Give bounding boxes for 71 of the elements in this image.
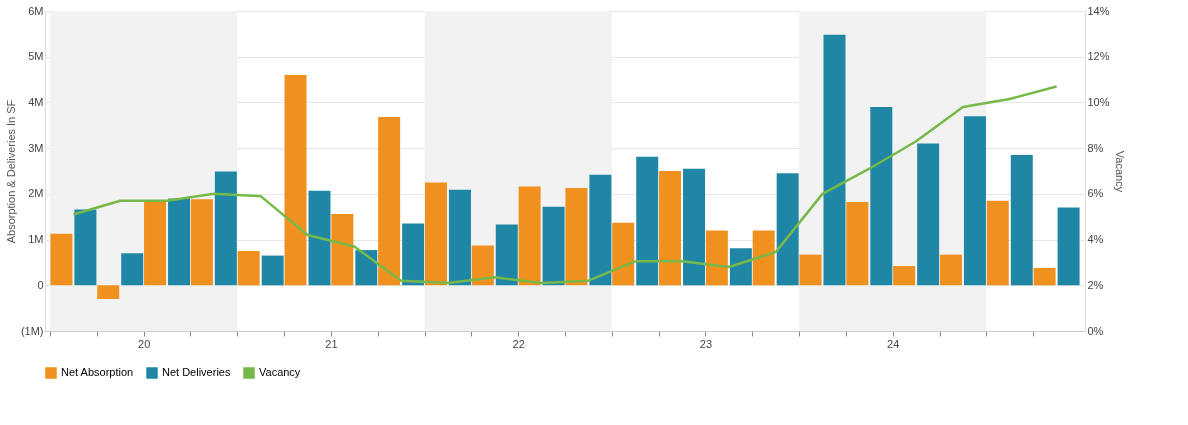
bar xyxy=(636,156,659,286)
bar xyxy=(261,255,284,286)
bar xyxy=(683,168,706,286)
bar xyxy=(823,34,846,286)
x-tick-label: 23 xyxy=(699,337,713,350)
bar xyxy=(752,230,775,286)
bar xyxy=(50,233,73,286)
bar xyxy=(1033,267,1056,286)
y-tick-label: 2M xyxy=(28,187,44,200)
bar xyxy=(190,199,213,286)
bar xyxy=(659,171,682,286)
y2-tick-label: 8% xyxy=(1087,141,1104,154)
bar xyxy=(1010,155,1033,286)
bar xyxy=(963,116,986,286)
bar xyxy=(612,222,635,286)
y2-axis-title: Vacancy xyxy=(1113,150,1126,193)
bar xyxy=(893,266,916,286)
bar xyxy=(705,230,728,286)
y2-tick-label: 2% xyxy=(1087,278,1104,291)
bar xyxy=(402,223,425,286)
bar xyxy=(97,285,120,299)
bar xyxy=(424,182,447,286)
bar xyxy=(448,189,471,286)
y2-tick-label: 12% xyxy=(1087,50,1110,63)
bar xyxy=(939,254,962,286)
bar xyxy=(74,209,97,286)
y-tick-label: 1M xyxy=(28,233,44,246)
bar xyxy=(846,202,869,286)
legend-label: Net Deliveries xyxy=(162,366,231,378)
y-axis-title: Absorption & Deliveries In SF xyxy=(4,99,17,244)
legend-label: Vacancy xyxy=(259,366,301,378)
y2-tick-label: 0% xyxy=(1087,324,1104,337)
bar xyxy=(799,254,822,286)
y2-tick-label: 6% xyxy=(1087,187,1104,200)
x-tick-label: 24 xyxy=(887,337,900,350)
bar xyxy=(378,117,401,286)
y-tick-label: 4M xyxy=(28,95,44,108)
y-tick-label: 5M xyxy=(28,50,44,63)
bar xyxy=(1057,207,1080,286)
bar xyxy=(917,143,940,286)
bar xyxy=(565,187,588,286)
bar xyxy=(729,248,752,286)
bar xyxy=(495,224,518,286)
bar xyxy=(355,250,378,286)
line-series xyxy=(72,85,1058,285)
bar xyxy=(542,206,565,286)
x-tick-label: 21 xyxy=(325,337,338,350)
bar xyxy=(121,253,144,286)
y2-tick-label: 14% xyxy=(1087,4,1110,17)
legend-label: Net Absorption xyxy=(61,366,134,378)
y-tick-label: 0 xyxy=(37,278,44,291)
bar xyxy=(870,107,893,286)
y-tick-label: 6M xyxy=(28,4,44,17)
bar xyxy=(986,200,1009,286)
bar xyxy=(776,173,799,286)
x-tick-label: 22 xyxy=(512,337,525,350)
bar xyxy=(308,190,331,286)
bar xyxy=(214,171,237,286)
bar xyxy=(144,200,167,286)
bar xyxy=(589,174,612,286)
y2-tick-label: 10% xyxy=(1087,95,1110,108)
bar xyxy=(518,186,541,286)
bar xyxy=(331,213,354,286)
x-tick-label: 20 xyxy=(138,337,151,350)
bar xyxy=(471,245,494,286)
y-tick-label: (1M) xyxy=(20,324,44,337)
bar xyxy=(168,198,191,286)
bar xyxy=(237,251,260,286)
y2-tick-label: 4% xyxy=(1087,233,1104,246)
bar xyxy=(284,75,307,286)
y-tick-label: 3M xyxy=(28,141,44,154)
